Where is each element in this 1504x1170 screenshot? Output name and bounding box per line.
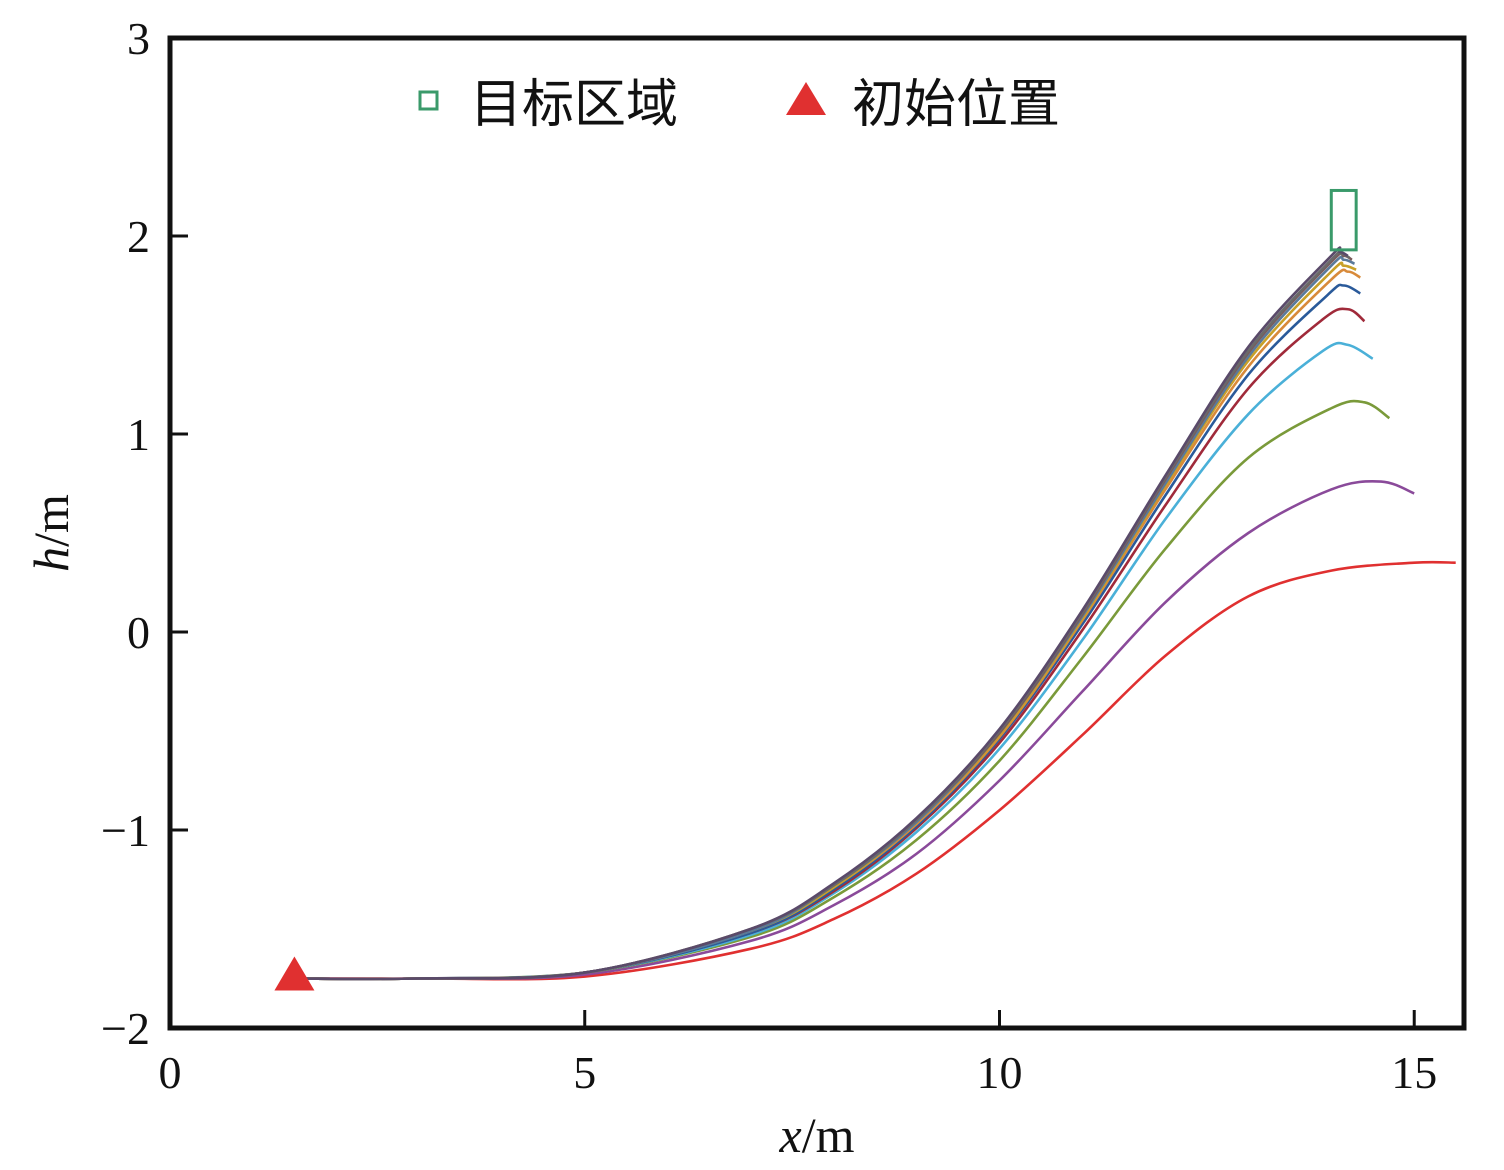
y-tick-label: −1 bbox=[101, 805, 150, 856]
y-tick-label: −2 bbox=[101, 1003, 150, 1054]
series-line-12 bbox=[294, 246, 1349, 981]
series-line-10 bbox=[294, 251, 1353, 981]
series-line-3 bbox=[294, 399, 1391, 981]
series-line-5 bbox=[294, 307, 1366, 981]
y-tick-label: 0 bbox=[127, 607, 150, 658]
legend-initial-position-label: 初始位置 bbox=[852, 75, 1060, 135]
series-line-8 bbox=[294, 261, 1357, 981]
x-tick-label: 10 bbox=[976, 1047, 1022, 1098]
legend-initial-position-marker bbox=[786, 82, 826, 115]
series-layer bbox=[294, 246, 1456, 981]
y-tick-label: 1 bbox=[127, 409, 150, 460]
series-line-9 bbox=[294, 255, 1356, 981]
y-tick-label: 2 bbox=[127, 211, 150, 262]
x-tick-label: 5 bbox=[573, 1047, 596, 1098]
plot-frame bbox=[167, 35, 1467, 1031]
legend: 目标区域 初始位置 bbox=[418, 75, 1060, 135]
series-line-6 bbox=[294, 283, 1361, 981]
series-line-2 bbox=[294, 479, 1415, 981]
series-line-1 bbox=[294, 560, 1456, 981]
x-axis-label: x/m bbox=[779, 1107, 855, 1163]
y-axis-label: h/m bbox=[23, 494, 79, 572]
x-tick-label: 0 bbox=[159, 1047, 182, 1098]
legend-target-region-marker bbox=[418, 90, 439, 111]
legend-target-region-label: 目标区域 bbox=[470, 75, 678, 135]
initial-position-marker bbox=[274, 956, 315, 991]
series-line-7 bbox=[294, 268, 1361, 981]
plot-clip-group bbox=[294, 246, 1456, 981]
y-tick-label: 3 bbox=[127, 13, 150, 64]
ticks-layer: 0 5 10 15 −2 −1 0 1 2 3 bbox=[101, 13, 1437, 1098]
markers-layer bbox=[274, 188, 1358, 991]
target-region-box bbox=[1329, 188, 1358, 252]
x-tick-label: 15 bbox=[1391, 1047, 1437, 1098]
series-line-11 bbox=[294, 249, 1351, 981]
